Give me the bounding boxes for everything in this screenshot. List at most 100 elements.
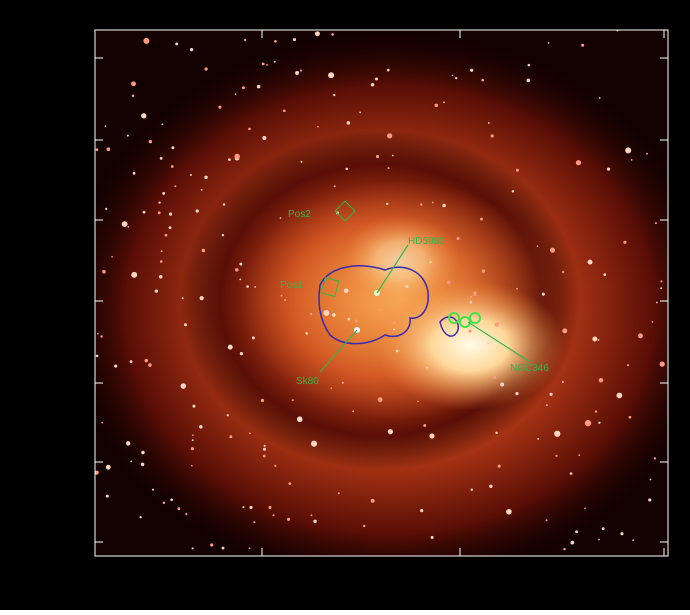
star [222, 547, 225, 550]
star [602, 527, 605, 530]
star [253, 521, 255, 523]
star [297, 416, 303, 422]
star [169, 226, 172, 229]
star [205, 67, 208, 70]
star [287, 518, 290, 521]
star [311, 441, 317, 447]
star [598, 539, 600, 541]
star [396, 350, 399, 353]
star [603, 273, 606, 276]
y-axis-title: DEC (J2000) [27, 242, 44, 329]
star [101, 422, 103, 424]
star [171, 165, 174, 168]
star [165, 234, 168, 237]
star [355, 320, 358, 323]
star [133, 172, 136, 175]
star [512, 190, 514, 192]
star [387, 133, 392, 138]
star [563, 548, 565, 550]
star [191, 465, 193, 467]
tick-label-part: 58 [656, 567, 673, 584]
annotation: HD5980 [408, 236, 445, 247]
star [550, 393, 553, 396]
star [315, 31, 320, 36]
star [620, 532, 623, 535]
star [388, 429, 393, 434]
star [249, 432, 251, 434]
star [660, 287, 662, 289]
star [348, 318, 351, 321]
star [126, 441, 130, 445]
star [491, 134, 494, 137]
tick-label-part: ′ [84, 534, 86, 545]
annotation: Pos2 [288, 209, 311, 220]
star [100, 335, 102, 337]
star [576, 160, 581, 165]
star [105, 125, 107, 127]
star [376, 155, 379, 158]
star [254, 286, 256, 288]
star [323, 310, 329, 316]
star [228, 158, 231, 161]
star [257, 85, 261, 89]
star [127, 226, 129, 228]
star [242, 506, 244, 508]
annotation: Pos1 [280, 280, 303, 291]
star [379, 309, 381, 311]
star [474, 293, 477, 296]
star [131, 272, 137, 278]
star [650, 479, 652, 481]
star [246, 285, 249, 288]
star [317, 126, 319, 128]
star [392, 155, 394, 157]
star [359, 112, 361, 114]
star [588, 260, 593, 265]
star [102, 270, 106, 274]
star [210, 543, 213, 546]
star [248, 128, 251, 131]
star [426, 367, 428, 369]
star [288, 482, 291, 485]
tick-label-part: 12 [69, 375, 86, 392]
tick-label-part: 04 [69, 50, 86, 67]
star [242, 86, 245, 89]
star [313, 520, 316, 523]
star [406, 285, 409, 288]
star [229, 435, 232, 438]
star [481, 79, 484, 82]
star [149, 140, 152, 143]
tick-label-part: 08 [69, 212, 86, 229]
star [252, 336, 255, 339]
star [393, 328, 395, 330]
star [528, 64, 531, 67]
star [264, 445, 266, 447]
star [482, 269, 485, 272]
star [263, 448, 266, 451]
tick-label-part: m [477, 567, 485, 578]
star [627, 364, 629, 366]
star [616, 393, 622, 399]
star [283, 109, 286, 112]
tick-label-part: 06 [69, 132, 86, 149]
star [97, 333, 99, 335]
star [471, 489, 473, 491]
star [171, 146, 174, 149]
star [575, 530, 578, 533]
star [546, 404, 548, 406]
star [274, 40, 277, 43]
star [292, 399, 294, 401]
star [537, 245, 539, 247]
star [332, 313, 336, 317]
star [387, 167, 389, 169]
star [122, 221, 128, 227]
star [489, 485, 492, 488]
star [393, 322, 395, 324]
star [262, 63, 265, 66]
star [281, 295, 283, 297]
star [447, 281, 451, 285]
star [204, 176, 207, 179]
star [175, 42, 178, 45]
star [161, 250, 163, 252]
star [387, 69, 390, 72]
tick-label: 10 [69, 293, 86, 310]
